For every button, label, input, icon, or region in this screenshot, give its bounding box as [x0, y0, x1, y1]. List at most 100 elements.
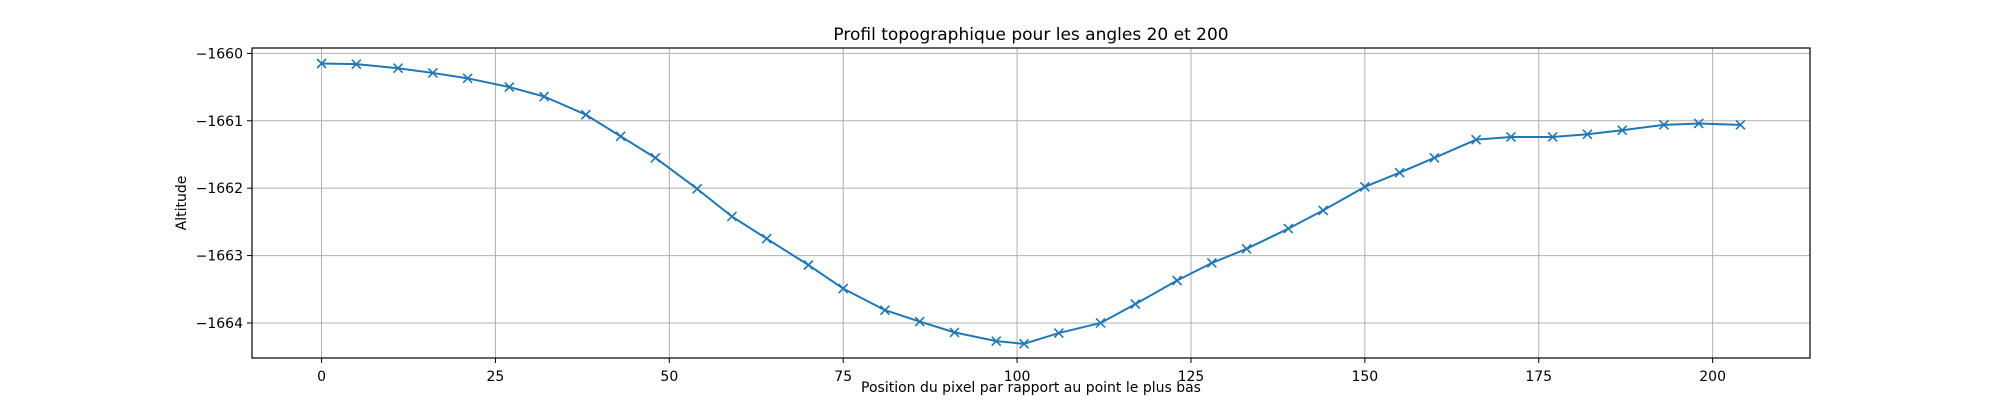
marker-stroke: [1206, 257, 1217, 269]
data-point-marker: [1505, 131, 1516, 143]
data-point-marker: [1095, 317, 1106, 329]
chart-title: Profil topographique pour les angles 20 …: [833, 25, 1228, 45]
data-point-marker: [615, 131, 626, 142]
marker-stroke: [392, 63, 404, 74]
data-point-marker: [803, 259, 814, 271]
y-tick-label: −1662: [196, 181, 243, 197]
x-tick-label: 100: [1004, 369, 1031, 385]
data-point-marker: [991, 336, 1002, 347]
data-series: [316, 58, 1746, 349]
marker-stroke: [1171, 275, 1183, 286]
data-point-marker: [1053, 327, 1064, 339]
marker-stroke: [1735, 119, 1746, 130]
marker-stroke: [1547, 131, 1558, 143]
data-point-marker: [351, 59, 362, 70]
data-point-marker: [1658, 119, 1670, 130]
x-tick-label: 50: [660, 369, 678, 385]
marker-stroke: [1359, 181, 1370, 192]
marker-stroke: [726, 211, 737, 222]
data-point-marker: [462, 73, 473, 84]
data-point-marker: [1318, 205, 1329, 216]
marker-stroke: [650, 152, 661, 163]
marker-stroke: [351, 59, 362, 70]
marker-stroke: [914, 316, 925, 327]
data-point-marker: [1735, 119, 1746, 130]
data-point-marker: [1206, 257, 1217, 269]
x-tick-label: 25: [487, 369, 505, 385]
marker-stroke: [803, 259, 814, 271]
plot-frame: [251, 47, 1811, 359]
marker-stroke: [949, 327, 960, 338]
x-tick-label: 75: [834, 369, 852, 385]
marker-stroke: [316, 58, 327, 69]
data-point-marker: [1241, 243, 1252, 254]
marker-stroke: [1095, 317, 1106, 329]
x-tick-label: 200: [1699, 369, 1726, 385]
marker-stroke: [991, 336, 1002, 347]
data-point-marker: [1582, 129, 1593, 140]
data-point-marker: [1018, 338, 1030, 349]
x-tick-label: 175: [1525, 369, 1552, 385]
marker-stroke: [1318, 205, 1329, 216]
marker-stroke: [427, 67, 438, 79]
marker-stroke: [1429, 152, 1440, 163]
data-point-marker: [1429, 152, 1440, 163]
data-point-marker: [949, 327, 960, 338]
data-point-marker: [692, 183, 703, 194]
data-point-marker: [1693, 118, 1704, 129]
data-point-marker: [914, 316, 925, 327]
y-tick-label: −1660: [196, 46, 243, 62]
x-axis-title: Position du pixel par rapport au point l…: [861, 380, 1201, 396]
marker-stroke: [1582, 129, 1593, 140]
data-point-marker: [316, 58, 327, 69]
marker-stroke: [1471, 134, 1482, 145]
x-tick-label: 0: [317, 369, 326, 385]
data-point-marker: [1171, 275, 1183, 286]
marker-stroke: [504, 82, 515, 93]
data-point-marker: [1359, 181, 1370, 192]
data-point-marker: [580, 109, 591, 120]
data-point-marker: [838, 283, 849, 294]
y-tick-label: −1663: [196, 249, 243, 265]
data-point-marker: [1394, 167, 1405, 178]
marker-stroke: [1053, 327, 1064, 339]
data-point-marker: [650, 152, 661, 163]
y-tick-label: −1661: [196, 114, 243, 130]
marker-stroke: [580, 109, 591, 120]
marker-stroke: [615, 131, 626, 142]
data-point-marker: [539, 91, 550, 102]
data-point-marker: [879, 305, 891, 316]
marker-stroke: [1018, 338, 1030, 349]
data-point-marker: [1547, 131, 1558, 143]
data-point-marker: [1130, 299, 1141, 310]
data-point-marker: [427, 67, 438, 79]
marker-stroke: [462, 73, 473, 84]
marker-stroke: [1241, 243, 1252, 254]
data-point-marker: [504, 82, 515, 93]
marker-stroke: [761, 233, 772, 244]
marker-stroke: [1693, 118, 1704, 129]
data-point-marker: [1283, 223, 1294, 234]
data-point-marker: [726, 211, 737, 222]
data-point-marker: [392, 63, 404, 74]
axis-ticks: 0 25 50 75 100 125 150 175 200 −1660 −1661 −1662 −16…: [196, 46, 1726, 385]
marker-stroke: [1505, 131, 1516, 143]
marker-stroke: [838, 283, 849, 294]
y-axis-title: Altitude: [174, 176, 190, 231]
x-tick-label: 150: [1351, 369, 1378, 385]
x-tick-label: 125: [1178, 369, 1205, 385]
marker-stroke: [1130, 299, 1141, 310]
data-point-marker: [1471, 134, 1482, 145]
data-point-marker: [1617, 125, 1628, 136]
marker-stroke: [539, 91, 550, 102]
marker-stroke: [1617, 125, 1628, 136]
marker-stroke: [1283, 223, 1294, 234]
marker-stroke: [879, 305, 891, 316]
marker-stroke: [692, 183, 703, 194]
marker-stroke: [1394, 167, 1405, 178]
y-tick-label: −1664: [196, 316, 243, 332]
grid-lines: [252, 48, 1810, 358]
marker-stroke: [1658, 119, 1670, 130]
data-point-marker: [761, 233, 772, 244]
